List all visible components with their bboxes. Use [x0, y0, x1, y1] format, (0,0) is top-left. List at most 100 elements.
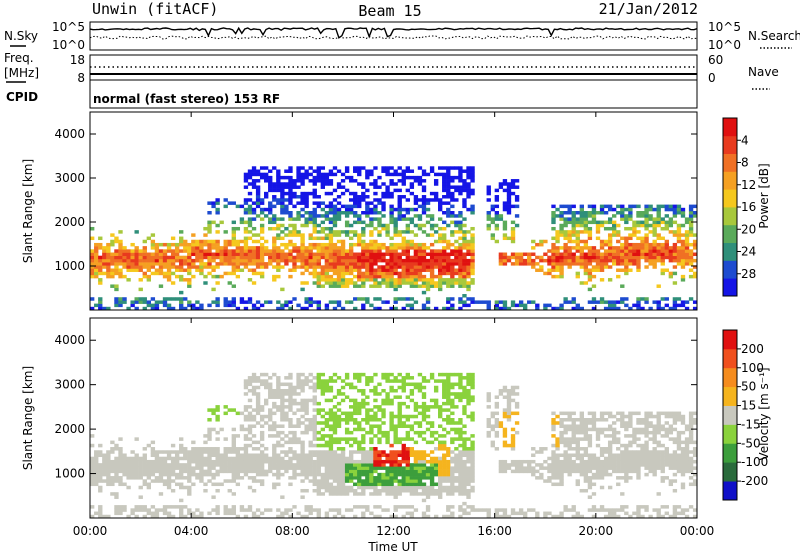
- velocity-cell: [126, 476, 131, 480]
- power-cell: [361, 306, 366, 311]
- power-cell: [357, 271, 362, 276]
- velocity-cell: [308, 456, 313, 461]
- power-cell: [292, 223, 297, 228]
- power-cell: [575, 211, 580, 215]
- velocity-cell: [179, 482, 184, 487]
- power-cell: [454, 262, 459, 266]
- velocity-cell: [300, 388, 305, 393]
- velocity-cell: [579, 488, 584, 493]
- power-cell: [470, 233, 475, 237]
- velocity-cell: [146, 469, 151, 474]
- power-cell: [243, 201, 249, 205]
- power-cell: [397, 297, 402, 301]
- power-cell: [636, 262, 641, 266]
- power-cell: [316, 230, 321, 234]
- velocity-heatmap: [90, 372, 698, 519]
- power-cell: [636, 255, 641, 260]
- power-cell: [227, 262, 232, 266]
- velocity-cell: [373, 450, 378, 454]
- power-cell: [595, 236, 601, 241]
- power-cell: [199, 303, 204, 308]
- velocity-cell: [397, 469, 402, 474]
- velocity-cell: [393, 485, 398, 490]
- power-cell: [122, 262, 127, 266]
- power-cell: [672, 220, 678, 225]
- velocity-cell: [393, 414, 398, 419]
- velocity-cell: [332, 456, 338, 461]
- velocity-cell: [231, 427, 236, 432]
- power-cell: [442, 252, 447, 257]
- velocity-cell: [401, 459, 406, 464]
- velocity-cell: [389, 479, 394, 483]
- velocity-cell: [340, 450, 346, 454]
- velocity-cell: [243, 414, 249, 419]
- velocity-cell: [300, 453, 305, 458]
- velocity-cell: [320, 456, 326, 461]
- velocity-cell: [559, 453, 564, 458]
- velocity-cell: [268, 459, 273, 464]
- power-cell: [433, 281, 439, 285]
- power-cell: [672, 242, 678, 247]
- power-cell: [510, 303, 516, 308]
- velocity-cell: [328, 482, 334, 487]
- power-cell: [328, 281, 334, 285]
- power-colorbar-swatch: [723, 207, 737, 226]
- power-cell: [490, 236, 495, 241]
- power-cell: [385, 188, 390, 193]
- velocity-cell: [486, 418, 491, 422]
- velocity-cell: [405, 430, 410, 435]
- power-cell: [385, 246, 390, 250]
- power-cell: [555, 274, 560, 279]
- power-cell: [692, 274, 698, 279]
- power-cell: [126, 258, 131, 263]
- velocity-cell: [353, 427, 358, 432]
- power-cell: [506, 207, 512, 212]
- power-cell: [308, 217, 313, 221]
- velocity-cell: [417, 421, 423, 425]
- power-cell: [680, 265, 686, 269]
- power-cell: [567, 265, 572, 269]
- power-cell: [357, 297, 362, 301]
- velocity-cell: [98, 450, 103, 454]
- power-cell: [288, 211, 293, 215]
- power-cell: [126, 252, 131, 257]
- power-cell: [624, 252, 629, 257]
- velocity-cell: [328, 427, 334, 432]
- velocity-cell: [195, 450, 200, 454]
- velocity-cell: [369, 379, 374, 383]
- power-cell: [320, 236, 326, 241]
- velocity-cell: [158, 466, 164, 470]
- power-cell: [470, 249, 475, 253]
- power-cell: [264, 195, 269, 199]
- velocity-cell: [211, 411, 216, 416]
- power-cell: [98, 303, 103, 308]
- power-cell: [644, 214, 649, 218]
- power-cell: [369, 223, 374, 228]
- velocity-cell: [470, 418, 475, 422]
- power-cell: [288, 182, 293, 186]
- power-cell: [312, 220, 317, 225]
- velocity-cell: [332, 472, 338, 477]
- velocity-cell: [316, 372, 321, 377]
- power-cell: [272, 220, 277, 225]
- velocity-cell: [98, 479, 103, 483]
- power-cell: [195, 268, 200, 272]
- velocity-cell: [494, 430, 500, 435]
- velocity-cell: [353, 385, 358, 390]
- power-cell: [316, 175, 321, 180]
- power-cell: [316, 166, 321, 170]
- power-cell: [587, 271, 593, 276]
- power-cell: [502, 300, 508, 304]
- power-cell: [405, 252, 410, 257]
- power-cell: [397, 284, 402, 288]
- power-cell: [187, 300, 192, 304]
- velocity-cell: [438, 463, 443, 467]
- velocity-cell: [328, 414, 334, 419]
- velocity-cell: [292, 434, 297, 438]
- power-cell: [498, 262, 504, 266]
- power-cell: [401, 271, 406, 276]
- velocity-cell: [417, 424, 423, 428]
- power-cell: [676, 249, 682, 253]
- velocity-cell: [591, 456, 597, 461]
